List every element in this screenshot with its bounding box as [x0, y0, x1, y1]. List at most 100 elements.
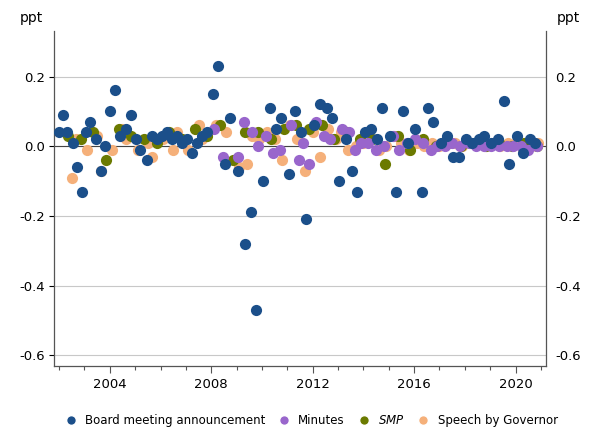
Point	[397, 139, 406, 146]
Point	[532, 143, 542, 150]
Point	[115, 132, 125, 139]
Point	[96, 167, 106, 174]
Point	[323, 125, 332, 132]
Point	[472, 143, 481, 150]
Point	[412, 139, 421, 146]
Point	[62, 129, 71, 136]
Point	[96, 167, 106, 174]
Point	[380, 160, 390, 167]
Point	[233, 153, 242, 160]
Legend: Board meeting announcement, Minutes, $SMP$, Speech by Governor: Board meeting announcement, Minutes, $SM…	[54, 409, 562, 432]
Point	[169, 146, 178, 153]
Point	[337, 125, 347, 132]
Point	[393, 132, 403, 139]
Point	[92, 132, 102, 139]
Point	[235, 164, 244, 171]
Point	[296, 129, 306, 136]
Point	[142, 157, 151, 164]
Point	[308, 129, 317, 136]
Point	[442, 132, 452, 139]
Point	[241, 240, 250, 248]
Point	[367, 136, 377, 143]
Point	[496, 143, 505, 150]
Point	[443, 139, 453, 146]
Point	[533, 139, 543, 146]
Point	[374, 146, 383, 153]
Point	[121, 136, 131, 143]
Point	[317, 122, 326, 129]
Point	[342, 129, 352, 136]
Point	[212, 122, 221, 129]
Point	[242, 160, 251, 167]
Point	[464, 139, 473, 146]
Point	[518, 146, 528, 153]
Point	[63, 132, 73, 139]
Point	[351, 143, 361, 150]
Point	[450, 139, 460, 146]
Point	[228, 157, 238, 164]
Point	[532, 143, 542, 150]
Point	[239, 118, 249, 125]
Point	[221, 129, 231, 136]
Point	[269, 149, 278, 157]
Point	[442, 136, 452, 143]
Point	[157, 132, 167, 139]
Point	[410, 136, 420, 143]
Point	[382, 143, 391, 150]
Point	[158, 136, 168, 143]
Point	[68, 139, 78, 146]
Point	[147, 153, 157, 160]
Point	[182, 136, 192, 143]
Point	[247, 129, 257, 136]
Point	[143, 139, 152, 146]
Point	[302, 216, 311, 223]
Point	[360, 129, 370, 136]
Point	[327, 115, 337, 122]
Point	[265, 104, 274, 112]
Point	[343, 146, 353, 153]
Point	[530, 139, 539, 146]
Point	[193, 139, 202, 146]
Point	[82, 146, 92, 153]
Point	[218, 153, 227, 160]
Point	[114, 125, 124, 132]
Point	[329, 136, 339, 143]
Point	[364, 139, 373, 146]
Point	[233, 167, 242, 174]
Point	[404, 146, 414, 153]
Point	[89, 129, 98, 136]
Point	[479, 143, 488, 150]
Point	[133, 146, 142, 153]
Point	[184, 146, 193, 153]
Point	[172, 132, 182, 139]
Point	[279, 125, 289, 132]
Point	[398, 108, 407, 115]
Point	[456, 143, 466, 150]
Point	[428, 118, 438, 125]
Point	[449, 153, 458, 160]
Point	[434, 143, 444, 150]
Point	[164, 129, 174, 136]
Point	[197, 136, 207, 143]
Point	[423, 104, 433, 112]
Point	[121, 125, 131, 132]
Point	[71, 136, 80, 143]
Point	[371, 146, 381, 153]
Point	[208, 91, 217, 98]
Point	[118, 125, 127, 132]
Point	[487, 143, 496, 150]
Point	[373, 136, 382, 143]
Point	[487, 139, 496, 146]
Point	[226, 115, 235, 122]
Point	[286, 122, 296, 129]
Point	[494, 143, 504, 150]
Point	[502, 143, 511, 150]
Point	[147, 132, 157, 139]
Point	[469, 139, 479, 146]
Point	[100, 143, 110, 150]
Point	[270, 136, 280, 143]
Point	[54, 129, 64, 136]
Point	[110, 87, 119, 94]
Point	[91, 136, 101, 143]
Point	[262, 129, 272, 136]
